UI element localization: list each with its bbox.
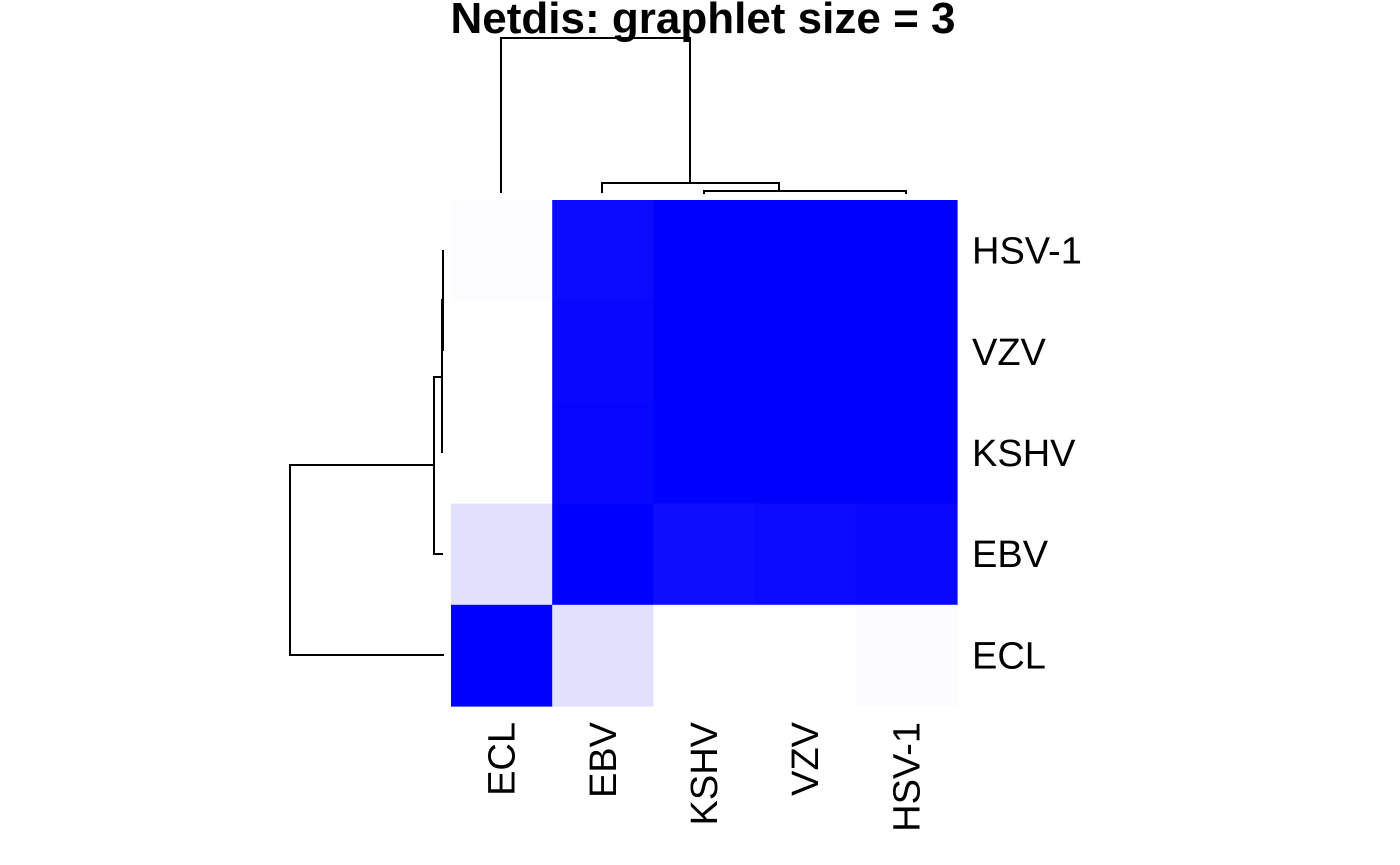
row-label: VZV [972, 332, 1047, 374]
dendrogram-branch-kshv [703, 190, 855, 194]
heatmap-cell-KSHV-VZV [754, 402, 857, 505]
dendrogram-branch-ecl [500, 37, 691, 193]
column-labels: ECL EBV KSHV VZV HSV-1 [482, 721, 929, 831]
heatmap-cell-HSV-1-HSV-1 [855, 200, 958, 302]
heatmap-cell-HSV-1-KSHV [653, 200, 756, 302]
column-label: ECL [482, 722, 524, 796]
heatmap-cell-VZV-ECL [451, 301, 553, 403]
heatmap-cell-ECL-ECL [451, 604, 553, 707]
heatmap-cell-EBV-EBV [552, 503, 654, 606]
row-dendrogram [289, 250, 444, 656]
dendrogram-branch-ecl [289, 464, 444, 656]
heatmap-cell-ECL-KSHV [653, 604, 756, 707]
heatmap-cell-ECL-HSV-1 [855, 604, 958, 707]
dendrogram-branch-kshv [441, 299, 443, 453]
heatmap-cell-HSV-1-EBV [552, 200, 654, 302]
heatmap-cell-VZV-EBV [552, 301, 654, 403]
row-label: KSHV [972, 433, 1076, 475]
column-label: HSV-1 [886, 722, 928, 832]
row-label: HSV-1 [972, 231, 1082, 273]
heatmap-cell-EBV-HSV-1 [855, 503, 958, 606]
heatmap-cell-KSHV-ECL [451, 402, 553, 505]
heatmap-cell-HSV-1-VZV [754, 200, 857, 302]
heatmap-cell-EBV-ECL [451, 503, 553, 606]
chart-title: Netdis: graphlet size = 3 [451, 0, 956, 43]
column-label: KSHV [684, 721, 726, 825]
heatmap-cell-VZV-VZV [754, 301, 857, 403]
row-labels: HSV-1 VZV KSHV EBV ECL [972, 231, 1082, 678]
heatmap-cell-EBV-VZV [754, 503, 857, 606]
heatmap-cell-KSHV-KSHV [653, 402, 756, 505]
heatmap-cell-ECL-EBV [552, 604, 654, 707]
column-label: VZV [785, 721, 827, 796]
heatmap-cell-ECL-VZV [754, 604, 857, 707]
heatmap-cell-KSHV-HSV-1 [855, 402, 958, 505]
heatmap-cells [451, 200, 958, 707]
row-label: ECL [972, 635, 1046, 677]
column-dendrogram [500, 37, 907, 194]
row-label: EBV [972, 534, 1049, 576]
heatmap-cell-EBV-KSHV [653, 503, 756, 606]
heatmap-cell-KSHV-EBV [552, 402, 654, 505]
heatmap-cell-HSV-1-ECL [451, 200, 553, 302]
heatmap-cell-VZV-KSHV [653, 301, 756, 403]
heatmap-cell-VZV-HSV-1 [855, 301, 958, 403]
column-label: EBV [583, 721, 625, 798]
